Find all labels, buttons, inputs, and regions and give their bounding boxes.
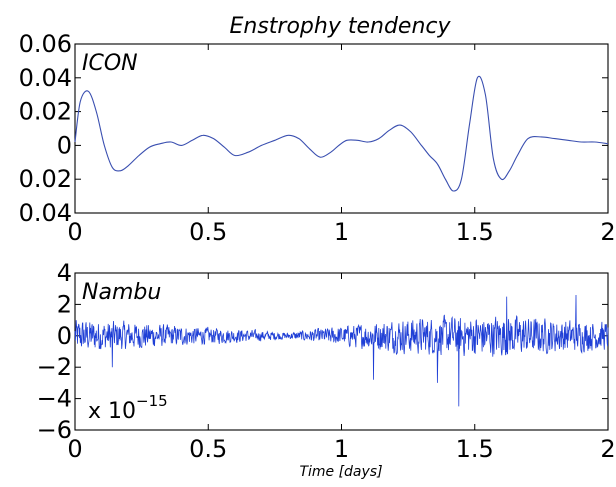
icon-y-tick-label: 0.06	[19, 30, 72, 58]
nambu-x-tick-label: 0	[67, 435, 82, 463]
nambu-x-tick-label: 1	[334, 435, 349, 463]
nambu-panel-label: Nambu	[82, 280, 161, 305]
nambu-x-tick-label: 1.5	[456, 435, 494, 463]
nambu-y-tick-label: 2	[57, 290, 72, 318]
nambu-panel: Nambu 0 0.5 1 1.5 2 4 2 0 −2 −4 −6 x 10−15 Time […	[37, 259, 616, 480]
nambu-series-line	[74, 294, 609, 407]
y-multiplier-exponent: −15	[136, 392, 168, 410]
chart-title: Enstrophy tendency	[229, 14, 451, 39]
nambu-x-tick-label: 2	[600, 435, 615, 463]
icon-x-tick-label: 1.5	[456, 218, 494, 246]
x-axis-label: Time [days]	[299, 464, 382, 480]
y-multiplier-base: x 10	[88, 399, 136, 424]
icon-panel: ICON 0 0.5 1 1.5 2 0.06 0.04 0.02 0 0.02 0.04	[19, 30, 616, 246]
icon-x-tick-label: 2	[600, 218, 615, 246]
nambu-x-tick-label: 0.5	[189, 435, 227, 463]
icon-x-tick-label: 1	[334, 218, 349, 246]
nambu-y-tick-label: 4	[57, 259, 72, 287]
y-multiplier: x 10−15	[88, 392, 168, 424]
icon-panel-label: ICON	[82, 51, 138, 76]
icon-x-tick-label: 0.5	[189, 218, 227, 246]
nambu-y-tick-label: −2	[37, 353, 72, 381]
icon-y-tick-label: 0.04	[19, 199, 72, 227]
nambu-y-tick-label: −4	[37, 385, 72, 413]
icon-y-tick-label: 0.02	[19, 165, 72, 193]
icon-y-tick-label: 0.04	[19, 64, 72, 92]
nambu-y-tick-label: 0	[57, 322, 72, 350]
nambu-y-tick-label: −6	[37, 416, 72, 444]
icon-series-line	[74, 75, 609, 192]
icon-x-tick-label: 0	[67, 218, 82, 246]
icon-y-tick-label: 0.02	[19, 98, 72, 126]
icon-plot-frame	[74, 43, 609, 214]
icon-y-tick-label: 0	[57, 131, 72, 159]
